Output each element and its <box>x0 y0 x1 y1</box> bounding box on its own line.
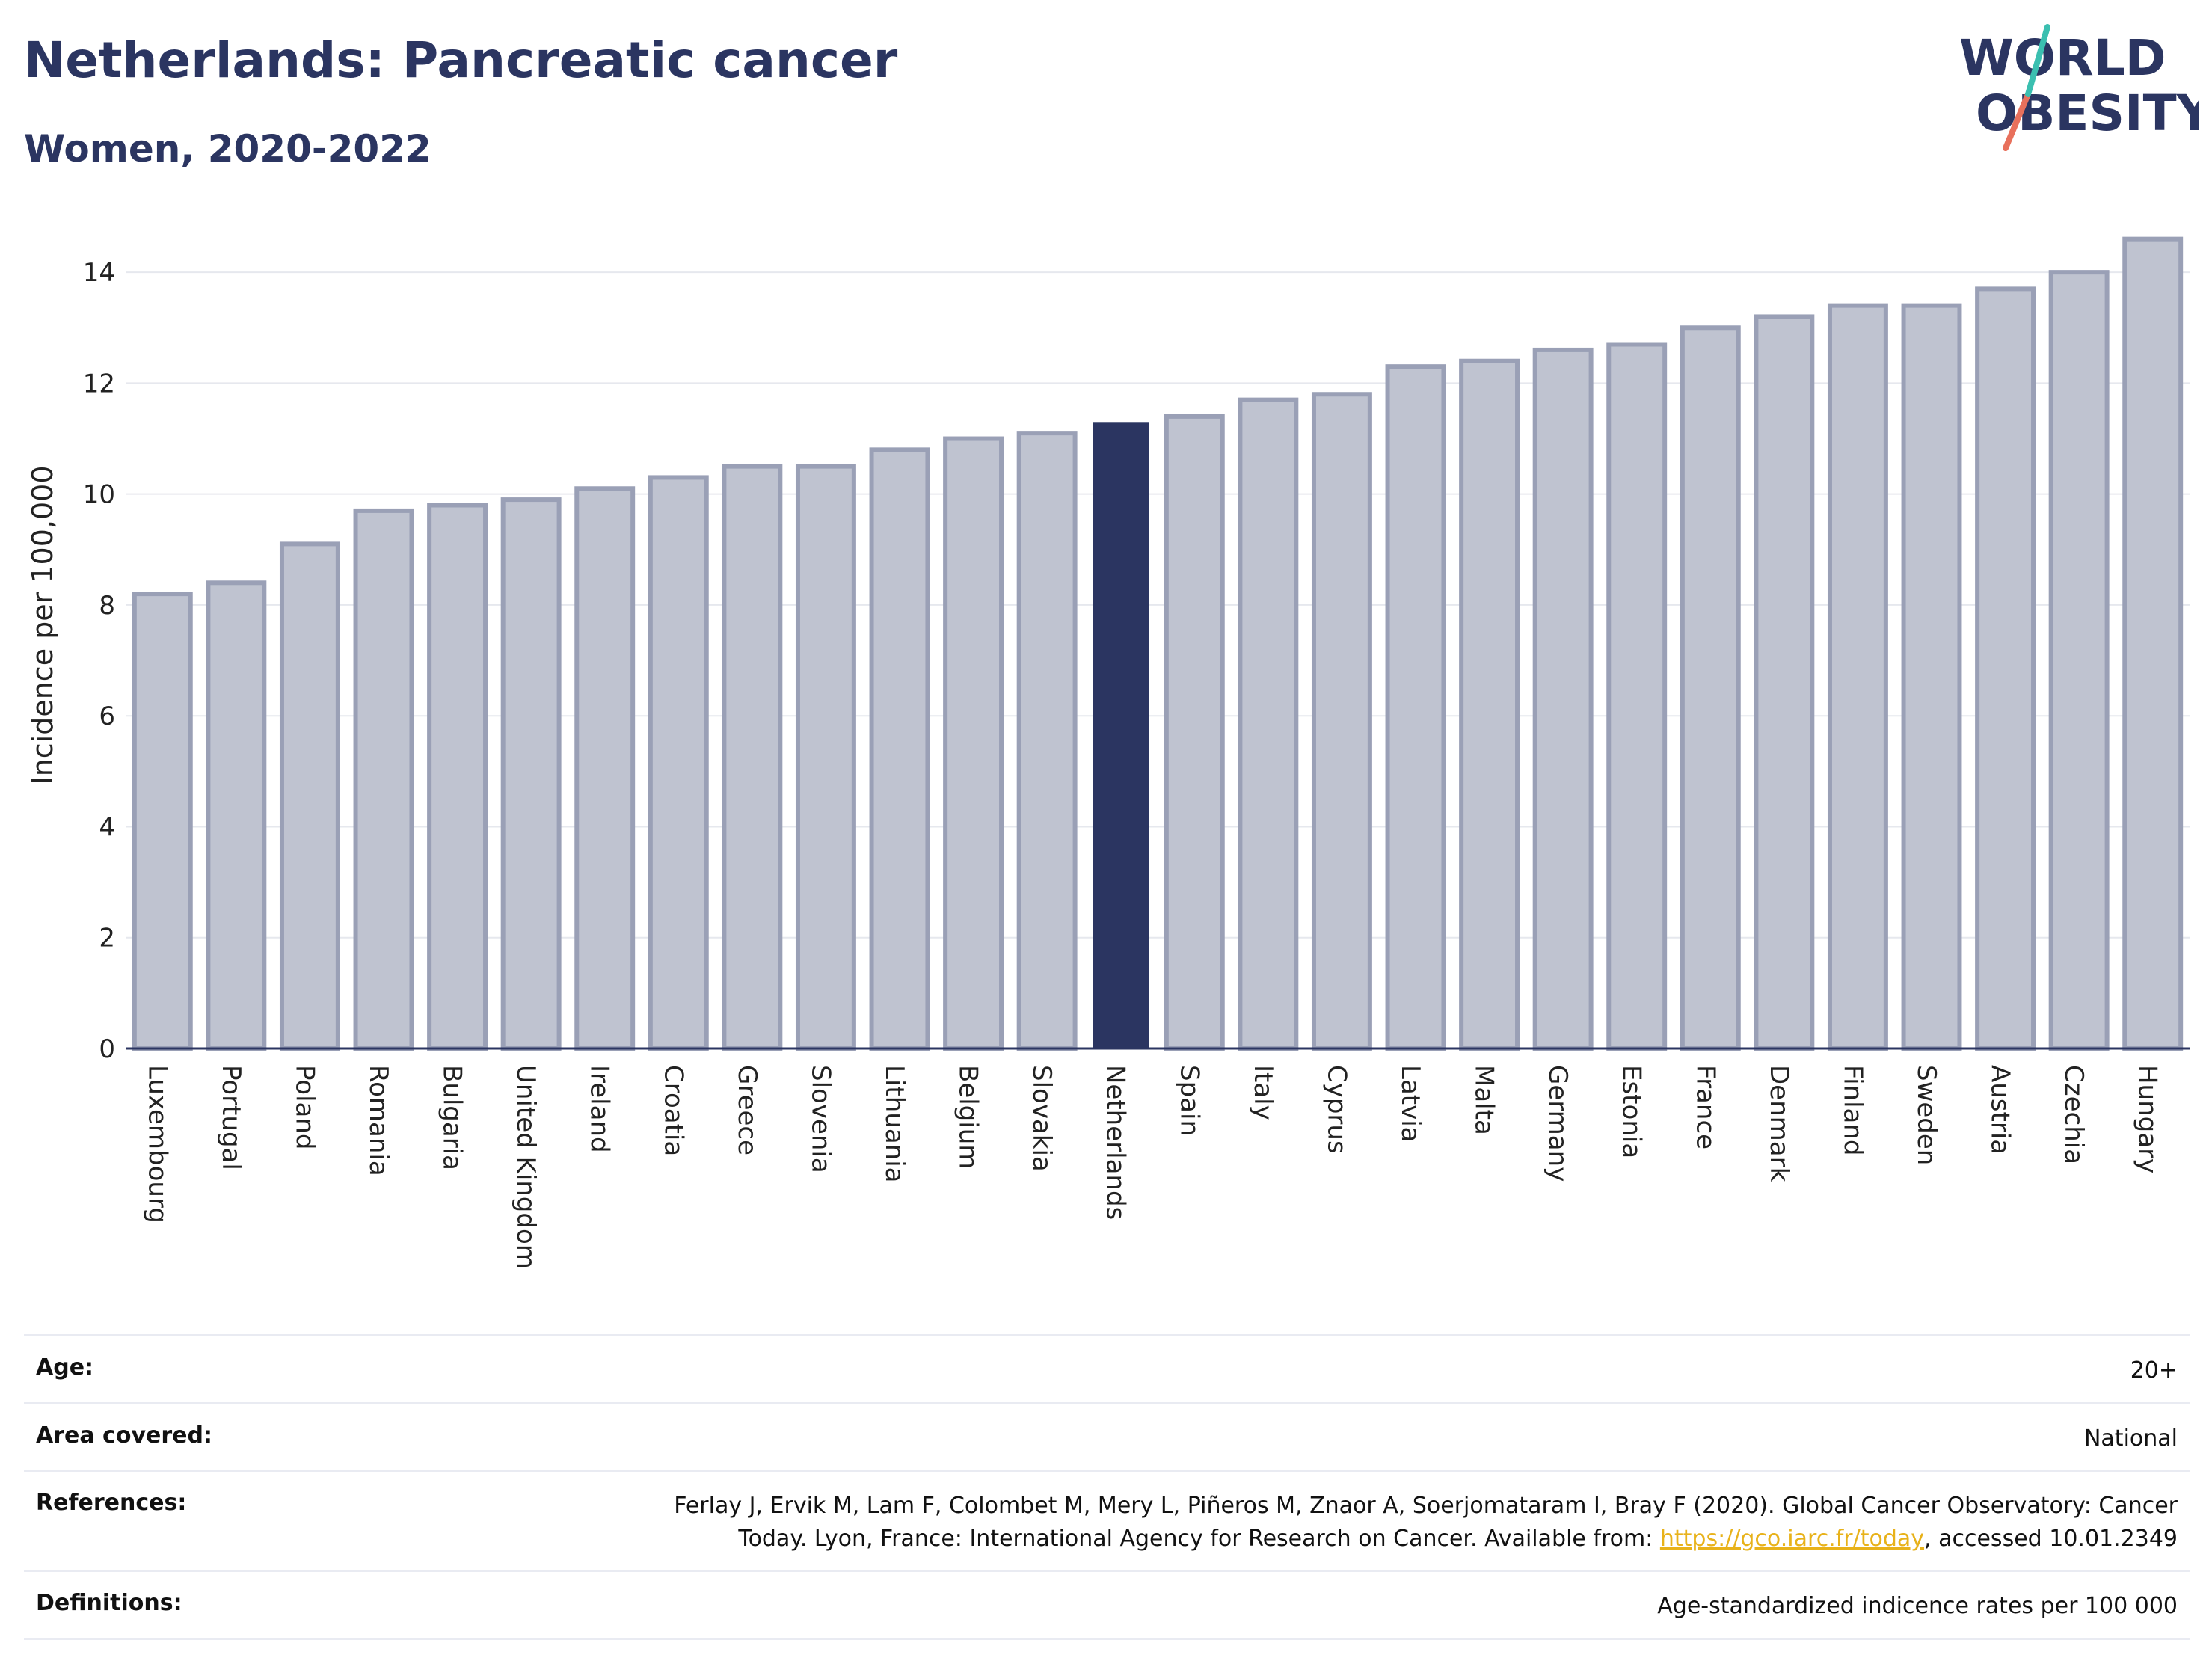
x-tick-label: Romania <box>363 1065 393 1176</box>
bar <box>1827 303 1888 1051</box>
x-tick-label: Slovakia <box>1027 1065 1057 1172</box>
x-tick-label: Hungary <box>2133 1065 2163 1173</box>
y-axis-ticks: 0 2 4 6 8 10 12 14 <box>83 258 115 1064</box>
info-table: Age: 20+ Area covered: National Referenc… <box>24 1334 2190 1640</box>
y-axis-label: Incidence per 100,000 <box>26 465 59 784</box>
bar <box>574 486 636 1051</box>
bar-chart: 0 2 4 6 8 10 12 14 Luxembourg Portugal Poland Roma… <box>26 236 2190 1269</box>
references-line1: Ferlay J, Ervik M, Lam F, Colombet M, Me… <box>674 1493 2178 1519</box>
bar <box>1385 364 1446 1051</box>
x-tick-label: Ireland <box>585 1065 615 1153</box>
definitions-label: Definitions: <box>36 1590 182 1616</box>
x-tick-label: France <box>1690 1065 1720 1149</box>
bar <box>1680 325 1741 1051</box>
references-label: References: <box>36 1490 187 1516</box>
bar <box>722 464 783 1051</box>
x-tick-label: Malta <box>1469 1065 1499 1135</box>
bars <box>132 236 2184 1051</box>
x-tick-label: Sweden <box>1911 1065 1941 1165</box>
age-label: Age: <box>36 1354 94 1381</box>
info-row-references: References: Ferlay J, Ervik M, Lam F, Co… <box>24 1470 2190 1570</box>
bar <box>1532 347 1594 1051</box>
x-tick-label: Czechia <box>2059 1065 2089 1164</box>
area-value: National <box>2083 1425 2178 1452</box>
x-tick-label: Italy <box>1248 1065 1278 1120</box>
bar <box>648 475 709 1051</box>
bar <box>869 447 930 1051</box>
x-tick-label: Denmark <box>1764 1065 1794 1182</box>
x-tick-label: Croatia <box>658 1065 688 1156</box>
bar <box>943 436 1004 1051</box>
bar <box>132 592 193 1051</box>
area-label: Area covered: <box>36 1422 212 1449</box>
x-tick-label: United Kingdom <box>511 1065 541 1269</box>
info-row-definitions: Definitions: Age-standardized indicence … <box>24 1570 2190 1640</box>
bar <box>1459 358 1520 1051</box>
bar <box>500 497 562 1051</box>
x-tick-label: Greece <box>732 1065 762 1155</box>
info-row-age: Age: 20+ <box>24 1334 2190 1402</box>
x-tick-label: Estonia <box>1617 1065 1647 1158</box>
x-tick-label: Spain <box>1174 1065 1204 1136</box>
x-tick-label: Belgium <box>953 1065 983 1169</box>
references-line2-prefix: Today. Lyon, France: International Agenc… <box>738 1525 1660 1552</box>
bar <box>1901 303 1962 1051</box>
y-tick-label: 14 <box>83 258 115 288</box>
bar <box>1164 414 1225 1051</box>
x-tick-label: Netherlands <box>1101 1065 1131 1220</box>
bar-highlight <box>1093 422 1149 1048</box>
y-tick-label: 2 <box>99 924 115 954</box>
y-tick-label: 6 <box>99 701 115 731</box>
x-tick-label: Cyprus <box>1321 1065 1351 1154</box>
bar <box>206 580 267 1051</box>
references-line2-suffix: , accessed 10.01.2349 <box>1924 1525 2178 1552</box>
references-link[interactable]: https://gco.iarc.fr/today <box>1659 1525 1925 1552</box>
y-tick-label: 10 <box>83 480 115 510</box>
bar <box>2048 270 2110 1051</box>
x-tick-label: Lithuania <box>879 1065 909 1182</box>
age-value: 20+ <box>2130 1357 2178 1384</box>
bar <box>2122 236 2184 1051</box>
x-tick-label: Germany <box>1543 1065 1573 1182</box>
x-tick-label: Bulgaria <box>437 1065 467 1170</box>
bar <box>1311 392 1372 1051</box>
bar <box>427 503 488 1051</box>
references-value: Ferlay J, Ervik M, Lam F, Colombet M, Me… <box>674 1490 2178 1555</box>
x-tick-label: Portugal <box>216 1065 246 1170</box>
y-tick-label: 12 <box>83 369 115 399</box>
world-obesity-logo: WORLD OBESITY <box>1944 21 2212 163</box>
definitions-value: Age-standardized indicence rates per 100… <box>1657 1593 2178 1619</box>
bar <box>353 508 414 1051</box>
x-tick-label: Austria <box>1985 1065 2015 1155</box>
chart-subtitle: Women, 2020-2022 <box>24 127 431 171</box>
bar <box>1606 342 1668 1051</box>
logo-slash-top <box>2025 24 2050 97</box>
bar <box>279 541 340 1051</box>
logo-line1: WORLD <box>1959 29 2166 87</box>
y-tick-label: 8 <box>99 591 115 621</box>
x-tick-label: Finland <box>1837 1065 1867 1156</box>
info-row-area: Area covered: National <box>24 1401 2190 1470</box>
logo-slash-bottom <box>2003 91 2031 151</box>
x-tick-label: Poland <box>289 1065 319 1150</box>
bar <box>1754 314 1815 1051</box>
bar <box>795 464 856 1051</box>
x-tick-label: Luxembourg <box>142 1065 172 1223</box>
y-tick-label: 0 <box>99 1034 115 1064</box>
bar <box>1975 286 2036 1051</box>
chart-title: Netherlands: Pancreatic cancer <box>24 31 898 89</box>
x-tick-label: Slovenia <box>805 1065 835 1173</box>
x-axis-ticks: Luxembourg Portugal Poland Romania Bulgaria U… <box>142 1065 2162 1269</box>
y-tick-label: 4 <box>99 812 115 842</box>
logo-graphic: WORLD OBESITY <box>1959 24 2212 151</box>
x-tick-label: Latvia <box>1395 1065 1425 1143</box>
bar <box>1238 397 1299 1051</box>
bar <box>1016 431 1078 1051</box>
